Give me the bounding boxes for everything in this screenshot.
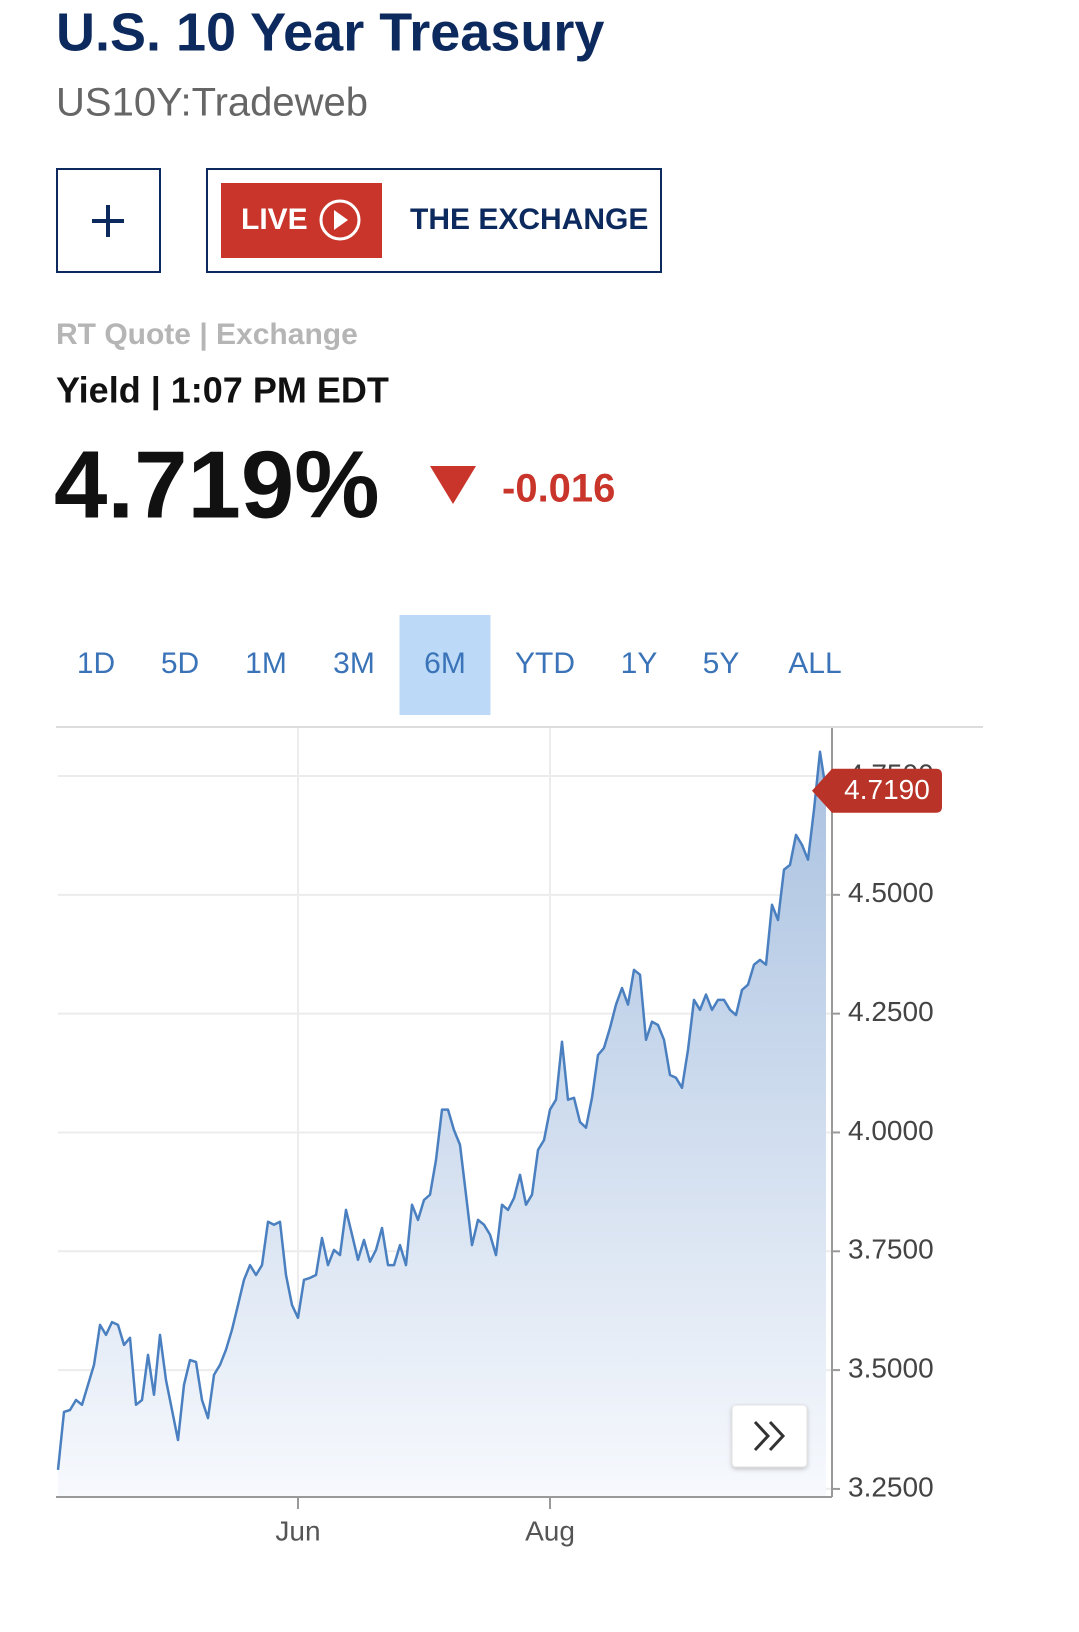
live-label: LIVE (241, 203, 308, 236)
quote-source: RT Quote | Exchange (56, 318, 358, 351)
x-tick-label: Jun (275, 1515, 320, 1546)
tab-label: 1M (245, 647, 287, 680)
range-tab[interactable]: 5Y (703, 647, 740, 680)
chart: Jun Aug 3.2500 3.5000 3.7500 4.0000 4.2500 4.50… (56, 726, 983, 1546)
tab-label: 5Y (703, 647, 740, 680)
symbol: US10Y:Tradeweb (56, 81, 368, 125)
tab-label: YTD (515, 647, 575, 680)
y-tick-label: 4.2500 (848, 996, 934, 1027)
area (58, 751, 826, 1497)
page-title: U.S. 10 Year Treasury (56, 2, 604, 62)
tab-label: ALL (788, 647, 841, 680)
x-tick-label: Aug (525, 1515, 575, 1546)
y-tick-label: 4.0000 (848, 1115, 934, 1146)
price-change: -0.016 (502, 467, 615, 511)
y-tick-label: 4.5000 (848, 877, 934, 908)
range-tab[interactable]: 1Y (621, 647, 658, 680)
range-tab[interactable]: 5D (161, 647, 199, 680)
price-tag (812, 768, 942, 813)
line (56, 750, 828, 1471)
range-tab[interactable]: ALL (788, 647, 841, 680)
quote-label: Yield | 1:07 PM EDT (56, 370, 389, 412)
y-tick-label: 3.7500 (848, 1234, 934, 1265)
y-tick-label: 3.5000 (848, 1352, 934, 1383)
exchange-label: THE EXCHANGE (410, 203, 648, 236)
active-tab-bg (399, 615, 491, 715)
tab-label: 6M (424, 647, 466, 680)
down-arrow (430, 466, 476, 504)
y-tick-label: 3.2500 (848, 1471, 934, 1502)
scroll-icon (753, 1420, 786, 1452)
scroll-button[interactable] (731, 1404, 808, 1468)
range-tab[interactable]: 1M (245, 647, 287, 680)
tab-label: 3M (333, 647, 375, 680)
price-tag-label: 4.7190 (844, 774, 930, 805)
range-tab[interactable]: 3M (333, 647, 375, 680)
price: 4.719% (54, 431, 380, 538)
watchlist-button[interactable] (56, 168, 161, 273)
tab-label: 1D (77, 647, 115, 680)
tab-label: 5D (161, 647, 199, 680)
exchange-button[interactable]: LIVE THE EXCHANGE (206, 168, 662, 273)
range-tab[interactable]: YTD (515, 647, 575, 680)
range-tab[interactable]: 6M (399, 615, 491, 715)
range-tabs: 1D 5D 1M 3M 6M YTD 1Y 5Y ALL (77, 615, 842, 715)
range-tab[interactable]: 1D (77, 647, 115, 680)
tab-label: 1Y (621, 647, 658, 680)
